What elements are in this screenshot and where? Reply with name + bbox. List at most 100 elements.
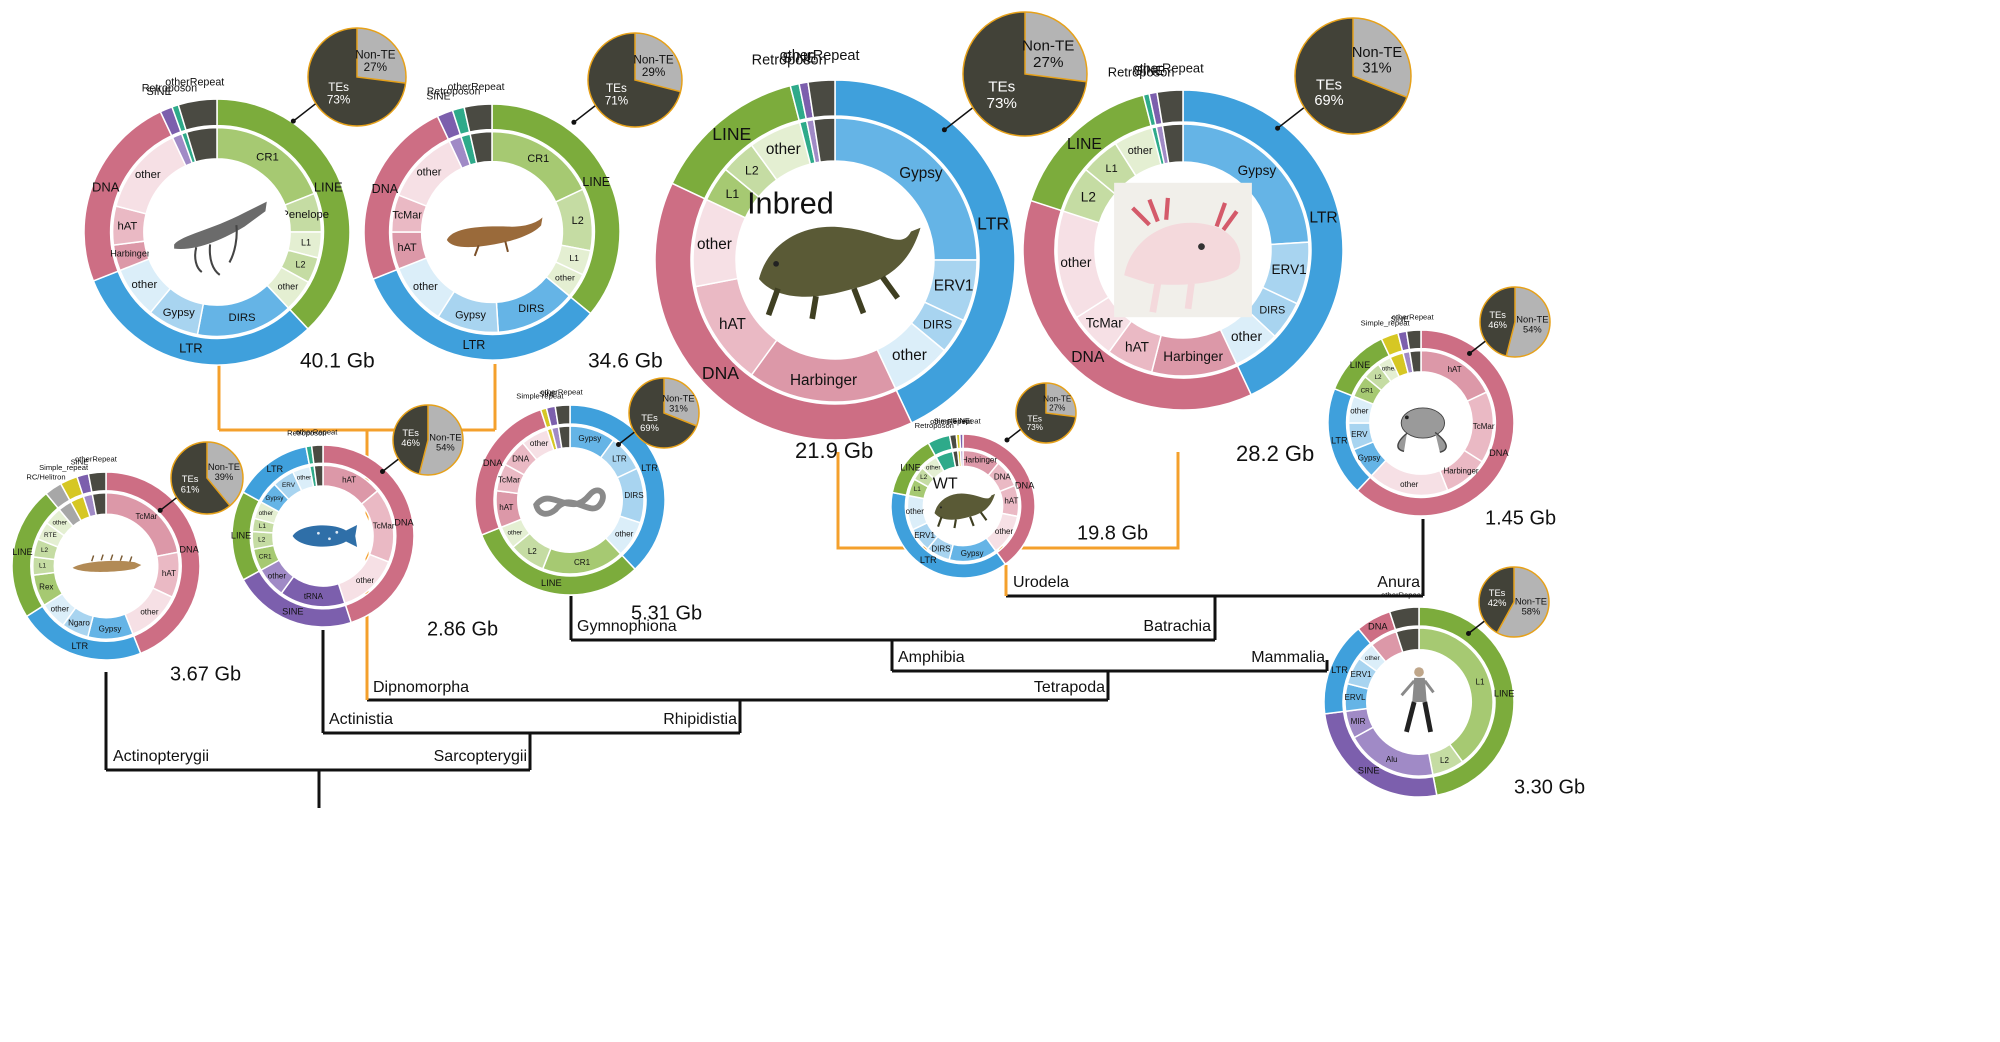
pie-te-label: TEs (1027, 414, 1042, 423)
spot-icon (317, 531, 320, 535)
small-repeat-label: SINE (539, 389, 557, 398)
salamander-body-icon (934, 493, 996, 520)
outer-segment-label: LTR (1331, 436, 1348, 446)
arrow-head-icon (380, 469, 385, 474)
fish-body-icon (446, 217, 543, 248)
pie-te-pct: 69% (1314, 93, 1343, 109)
inner-segment-label: other (297, 474, 312, 481)
inner-segment-label: other (906, 507, 925, 516)
legs-icon (1397, 431, 1447, 453)
inner-segment-label: CR1 (574, 558, 591, 567)
inner-segment-label: L1 (726, 187, 740, 201)
outer-segment-label: LTR (920, 555, 937, 565)
pie-te-slice (392, 405, 428, 474)
inner-segment-label: L2 (1440, 756, 1449, 765)
pie-te-slice (1479, 287, 1515, 356)
outer-segment-label: LTR (179, 340, 203, 355)
pie-te-slice (1295, 18, 1407, 134)
arrow-head-icon (1004, 437, 1010, 443)
pie-nonte-slice (1046, 383, 1076, 417)
outer-segment-label: DNA (1368, 622, 1388, 632)
outer-segment (1156, 89, 1184, 125)
clade-label: Urodela (1013, 574, 1069, 591)
genome-size-label: 34.6 Gb (588, 350, 663, 373)
inner-segment-label: other (131, 279, 157, 291)
clade-label: Tetrapoda (1034, 679, 1105, 696)
inner-segment-label: ERV (282, 482, 296, 489)
sunburst-axolotl_white: LTRDNALINERetroposonSINEotherRepeatGypsy… (1022, 17, 1412, 466)
inner-segment-label: Gypsy (265, 495, 284, 502)
inner-segment-label: other (766, 141, 801, 158)
inner-segment-label: ERV1 (1271, 262, 1306, 277)
inner-segment-label: Harbinger (1443, 466, 1478, 475)
inner-segment-label: L2 (528, 547, 537, 556)
outer-segment-label: LTR (267, 464, 284, 474)
inner-segment-label: Harbinger (790, 372, 857, 389)
inner-segment-label: hAT (117, 220, 137, 232)
pie-te-label: TEs (641, 413, 658, 423)
arrow-head-icon (157, 507, 163, 513)
pie-nonte-pct: 58% (1522, 607, 1541, 617)
clade-label: Anura (1377, 574, 1420, 591)
coelacanth-illustration (292, 524, 358, 548)
outer-segment (87, 471, 107, 494)
genome-size-label: 2.86 Gb (427, 618, 498, 640)
frog-body-icon (1400, 407, 1446, 439)
arrow-line (1468, 620, 1485, 635)
small-repeat-label: Retroposon (287, 428, 326, 437)
dorsal-fins-icon (91, 554, 133, 562)
pie-nonte-label: Non-TE (429, 432, 461, 442)
inner-segment-label: CR1 (256, 152, 279, 164)
outer-segment-label: LINE (541, 578, 562, 588)
arrow-line (618, 431, 635, 446)
inner-segment-label: hAT (342, 476, 356, 485)
inner-segment (812, 117, 836, 163)
inner-segment-label: other (507, 529, 523, 536)
pie-nonte-label: Non-TE (662, 393, 694, 403)
outer-segment (1356, 329, 1515, 517)
arrow-head-icon (941, 127, 947, 133)
inner-segment-label: hAT (1004, 497, 1018, 506)
small-repeat-label: Retroposon (915, 421, 954, 430)
inner-segment-label: Penelope (281, 209, 329, 221)
sunburst-human: LINE SINE LTR DNA otherRepeat L1 L2 Alu MIR ERVL E… (1323, 566, 1585, 798)
caecilian-illustration (533, 487, 606, 517)
pie-nonte-slice (357, 28, 406, 84)
inner-segment-label: other (135, 169, 161, 181)
inner-segment-label: L1 (1106, 163, 1118, 175)
inner-segment-label: other (530, 439, 549, 448)
arrow-line (943, 107, 973, 131)
pie-divider (356, 28, 406, 84)
legs-icon (765, 275, 901, 320)
inner-segment-label: L2 (1081, 190, 1096, 205)
arrow-head-icon (1275, 125, 1281, 131)
arrow-head-icon (290, 118, 296, 124)
small-repeat-label: Retroposon (427, 86, 481, 97)
inner-segment-label: other (926, 464, 941, 471)
inner-segment-label: DNA (994, 473, 1012, 482)
strain-label: Inbred (747, 187, 834, 221)
inner-segment-label: RTE (44, 532, 57, 539)
inner-segment-label: Ngaro (68, 619, 90, 628)
pie-te-label: TEs (988, 78, 1015, 95)
clade-label: Actinopterygii (113, 748, 209, 765)
inner-segment-label: other (1231, 329, 1262, 344)
small-repeat-label: SINE (71, 458, 89, 467)
pie-divider (1024, 12, 1087, 83)
small-repeat-label: otherRepeat (296, 427, 339, 436)
pie-te-label: TEs (1489, 588, 1506, 598)
pie-te-pct: 46% (1488, 320, 1507, 330)
inner-segment-label: Rex (39, 583, 53, 592)
pie-te-slice (629, 377, 697, 448)
clade-label: Batrachia (1143, 618, 1211, 635)
genome-size-label: 3.67 Gb (170, 663, 241, 685)
